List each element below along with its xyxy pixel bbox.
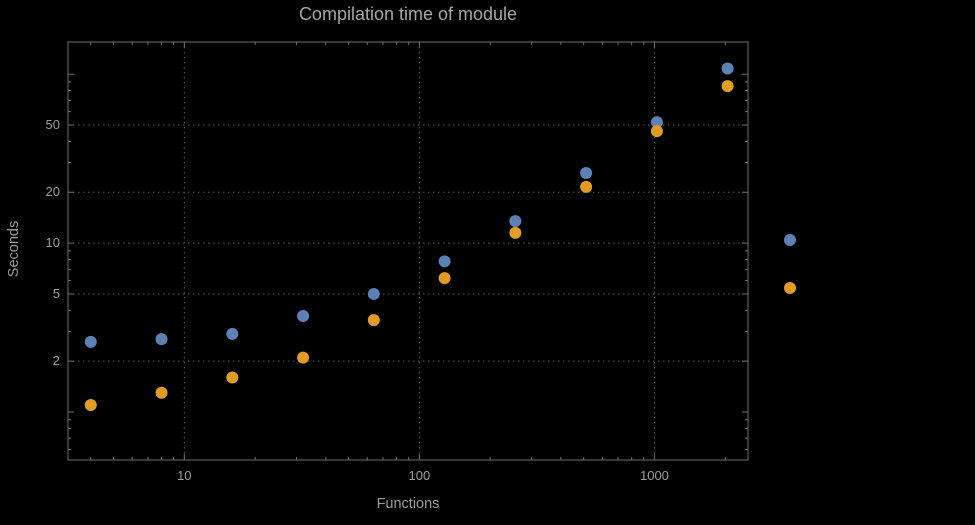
data-point-series-1-blue (650, 116, 663, 129)
data-point-series-2-orange (297, 351, 310, 364)
data-point-series-2-orange (367, 314, 380, 327)
data-point-series-2-orange (721, 80, 734, 93)
legend-marker-series-2-orange (784, 282, 796, 294)
y-tick-label: 5 (52, 285, 60, 301)
y-tick-label: 10 (45, 235, 60, 251)
data-point-series-1-blue (509, 215, 522, 228)
data-point-series-1-blue (367, 287, 380, 300)
y-tick-label: 50 (45, 117, 60, 132)
plot-frame (67, 41, 749, 461)
data-point-series-2-orange (580, 180, 593, 193)
data-point-series-2-orange (509, 226, 522, 239)
data-point-series-1-blue (84, 335, 97, 348)
data-point-series-2-orange (84, 399, 97, 412)
x-tick-label: 1000 (639, 468, 669, 483)
data-point-series-2-orange (650, 125, 663, 138)
data-point-series-1-blue (226, 327, 239, 340)
data-point-series-1-blue (297, 310, 310, 323)
y-tick-label: 2 (52, 353, 60, 369)
data-point-series-1-blue (721, 62, 734, 75)
chart-title: Compilation time of module (298, 4, 518, 24)
data-point-series-2-orange (155, 386, 168, 399)
legend-marker-series-1-blue (784, 234, 796, 246)
data-point-series-2-orange (226, 371, 239, 384)
x-axis-label: Functions (376, 496, 440, 512)
y-tick-label: 20 (45, 184, 60, 200)
x-tick-label: 100 (408, 468, 431, 483)
data-point-series-1-blue (155, 333, 168, 346)
data-point-series-1-blue (438, 255, 451, 268)
data-point-series-2-orange (438, 272, 451, 285)
data-point-series-1-blue (580, 166, 593, 179)
x-tick-label: 10 (177, 468, 192, 483)
